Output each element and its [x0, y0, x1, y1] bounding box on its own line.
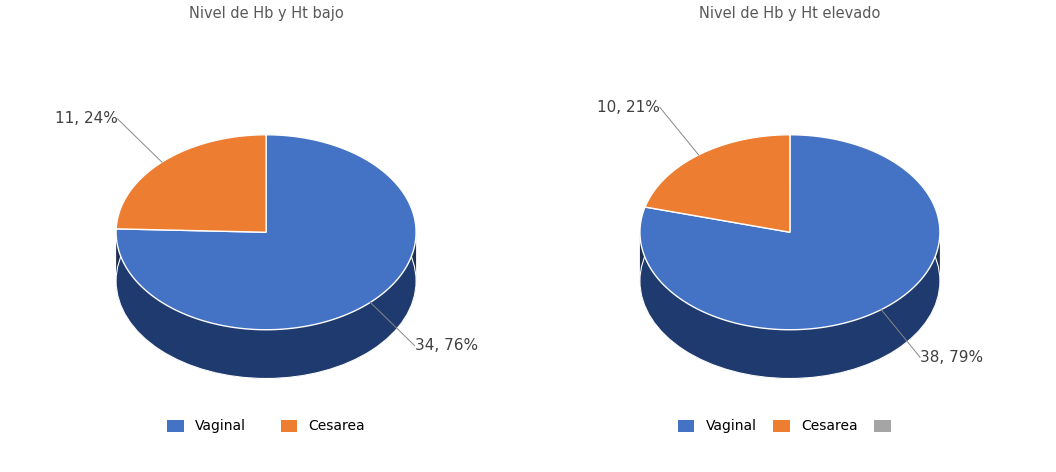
Polygon shape — [645, 135, 790, 232]
Polygon shape — [116, 135, 266, 232]
Polygon shape — [640, 233, 940, 379]
Legend: Vaginal, Cesarea, : Vaginal, Cesarea, — [673, 414, 907, 439]
Text: 38, 79%: 38, 79% — [920, 350, 983, 365]
Text: 11, 24%: 11, 24% — [55, 111, 117, 126]
Text: 10, 21%: 10, 21% — [597, 100, 660, 115]
Polygon shape — [116, 232, 416, 379]
Title: Nivel de Hb y Ht elevado: Nivel de Hb y Ht elevado — [699, 6, 881, 21]
Polygon shape — [116, 135, 416, 330]
Legend: Vaginal, Cesarea: Vaginal, Cesarea — [162, 414, 371, 439]
Text: 34, 76%: 34, 76% — [415, 338, 477, 353]
Polygon shape — [640, 135, 940, 330]
Title: Nivel de Hb y Ht bajo: Nivel de Hb y Ht bajo — [189, 6, 343, 21]
Ellipse shape — [116, 184, 416, 379]
Ellipse shape — [640, 184, 940, 379]
